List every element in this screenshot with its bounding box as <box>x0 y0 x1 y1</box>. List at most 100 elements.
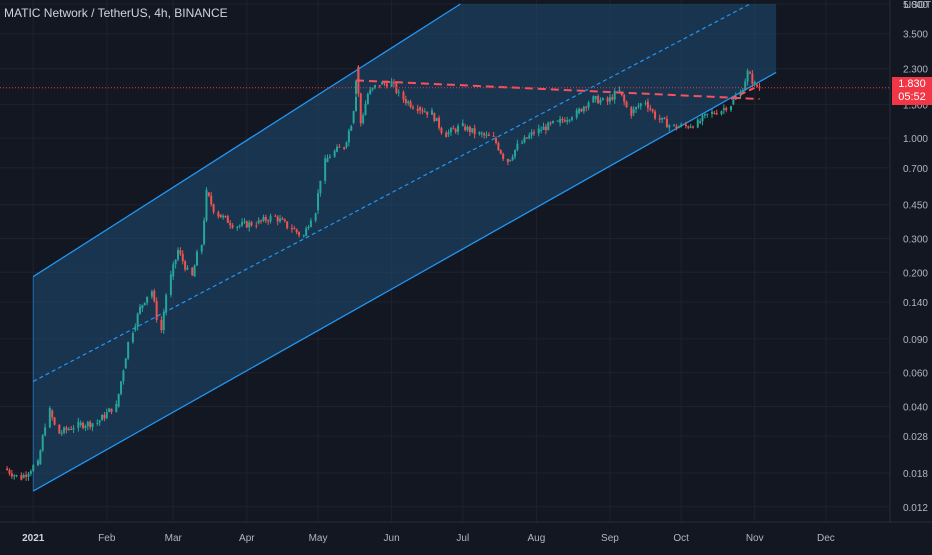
candle-body <box>257 220 260 224</box>
candle-body <box>98 420 101 423</box>
candle-body <box>675 126 678 129</box>
candle-body <box>509 159 512 162</box>
candle-body <box>407 101 410 104</box>
candle-body <box>499 149 502 154</box>
x-tick-label: Nov <box>746 533 764 544</box>
candle-body <box>139 306 142 314</box>
candle-body <box>744 81 747 91</box>
candle-body <box>468 126 471 133</box>
candle-body <box>65 427 68 430</box>
candle-body <box>226 216 229 223</box>
candle-body <box>13 475 16 477</box>
candle-body <box>578 108 581 114</box>
candle-body <box>658 118 661 120</box>
last-price-badge: 1.830 05:52 <box>892 77 932 105</box>
candle-body <box>722 108 725 111</box>
channel-upper-line <box>32 3 461 278</box>
candle-body <box>8 470 11 474</box>
candle-body <box>105 412 108 419</box>
candle-body <box>53 417 56 425</box>
candle-body <box>701 115 704 122</box>
candle-body <box>542 126 545 130</box>
candle-body <box>63 427 66 433</box>
candle-body <box>435 117 438 122</box>
candle-body <box>136 313 139 327</box>
candle-body <box>67 428 70 430</box>
candle-body <box>84 426 87 428</box>
candle-body <box>25 475 28 477</box>
candle-body <box>597 96 600 104</box>
candle-body <box>86 421 89 427</box>
candle-body <box>438 117 441 128</box>
candle-body <box>276 216 279 222</box>
candle-body <box>169 274 172 296</box>
candle-body <box>219 214 222 218</box>
candle-body <box>630 107 633 116</box>
candle-body <box>689 126 692 128</box>
candle-body <box>191 267 194 276</box>
candle-body <box>635 107 638 110</box>
candle-body <box>131 333 134 342</box>
candle-body <box>245 221 248 228</box>
candle-body <box>217 212 220 217</box>
candle-body <box>117 393 120 407</box>
candle-body <box>725 108 728 111</box>
candle-body <box>207 192 210 196</box>
candle-body <box>162 312 165 331</box>
candle-body <box>174 259 177 265</box>
candle-body <box>122 370 125 382</box>
y-tick-label: 0.140 <box>903 298 928 309</box>
candle-body <box>632 109 635 114</box>
candle-body <box>39 450 42 465</box>
candle-body <box>22 475 25 478</box>
candle-body <box>103 414 106 419</box>
candle-body <box>20 475 23 480</box>
candle-body <box>756 84 759 87</box>
candle-body <box>511 156 514 160</box>
candle-body <box>540 129 543 131</box>
breakout-line <box>730 86 756 100</box>
candle-body <box>651 109 654 112</box>
candle-body <box>661 117 664 120</box>
candle-body <box>547 122 550 131</box>
candle-body <box>193 265 196 277</box>
y-tick-label: 0.018 <box>903 469 928 480</box>
candle-body <box>333 150 336 157</box>
candle-body <box>36 460 39 466</box>
candle-body <box>58 424 61 434</box>
y-tick-label: 1.500 <box>903 100 928 111</box>
candle-body <box>606 97 609 102</box>
candle-body <box>326 158 329 163</box>
candle-body <box>101 414 104 421</box>
candle-body <box>741 90 744 94</box>
candle-body <box>200 245 203 252</box>
x-tick-label: Apr <box>239 533 255 544</box>
candle-body <box>464 126 467 131</box>
x-tick-label: Jul <box>456 533 469 544</box>
candle-body <box>449 128 452 133</box>
candle-body <box>347 130 350 143</box>
candle-body <box>29 471 32 474</box>
candle-body <box>514 149 517 157</box>
candle-body <box>592 96 595 103</box>
candle-body <box>433 113 436 122</box>
candle-body <box>715 113 718 115</box>
candle-body <box>77 421 80 428</box>
candle-body <box>124 358 127 369</box>
y-tick-label: 0.450 <box>903 201 928 212</box>
candle-body <box>582 106 585 112</box>
candle-body <box>319 180 322 194</box>
candle-body <box>551 120 554 123</box>
candle-body <box>575 110 578 118</box>
candle-body <box>549 122 552 124</box>
candle-body <box>713 113 716 115</box>
candle-body <box>264 217 267 221</box>
candle-body <box>295 229 298 233</box>
candle-body <box>352 111 355 123</box>
y-tick-label: 0.090 <box>903 335 928 346</box>
candle-body <box>732 99 735 105</box>
candle-body <box>338 146 341 148</box>
candle-body <box>687 126 690 128</box>
